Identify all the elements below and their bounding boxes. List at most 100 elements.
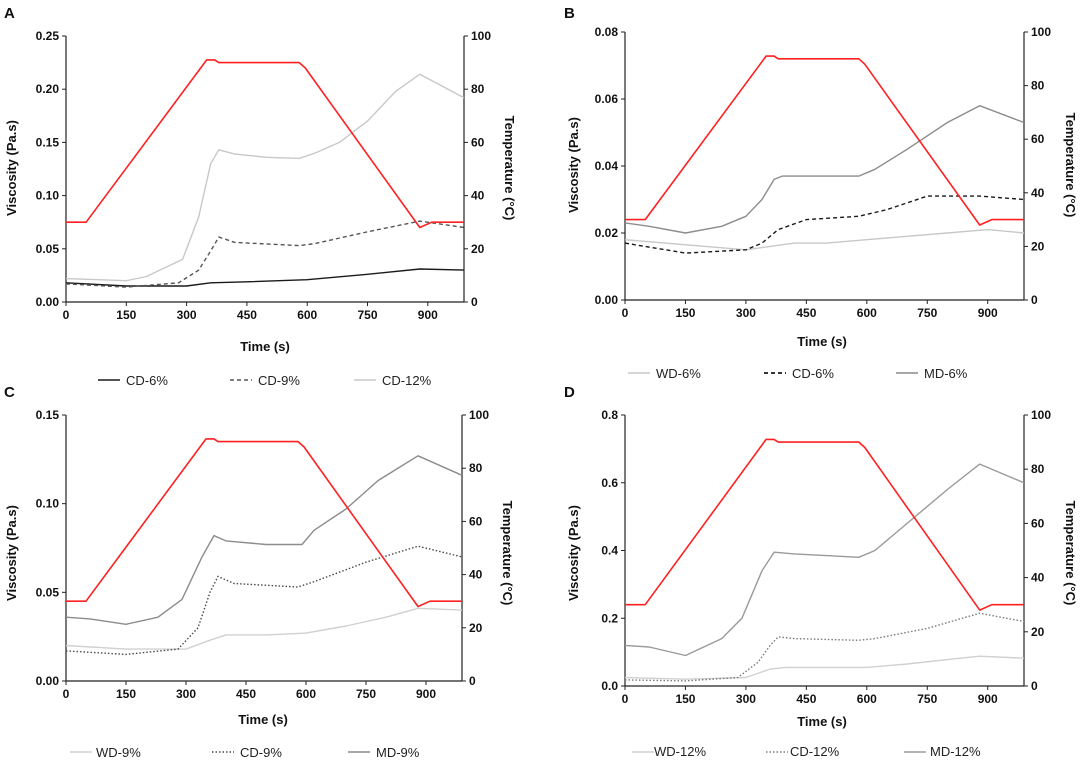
legend-d: WD-12% CD-12% MD-12% bbox=[632, 744, 981, 759]
legend-label-a-3: CD-12% bbox=[382, 373, 432, 388]
legend-label-b-2: CD-6% bbox=[792, 366, 834, 381]
y2-tick-label-d-3: 60 bbox=[1031, 516, 1045, 530]
y2-tick-label-b-1: 20 bbox=[1031, 239, 1045, 253]
panel-b: B 0 150 300 450 600 750 9000.000.020.040.060.0… bbox=[564, 5, 1078, 381]
y-tick-label-d-0: 0.0 bbox=[601, 679, 618, 693]
x-tick-label-c-5: 750 bbox=[356, 687, 376, 701]
y2-tick-label-d-1: 20 bbox=[1031, 625, 1045, 639]
y2-tick-label-d-0: 0 bbox=[1031, 679, 1038, 693]
x-tick-label-b-1: 150 bbox=[675, 306, 695, 320]
y-tick-label-b-2: 0.04 bbox=[595, 159, 619, 173]
y2-tick-label-a-0: 0 bbox=[471, 295, 478, 309]
x-tick-label-b-5: 750 bbox=[917, 306, 937, 320]
y2-tick-label-a-4: 80 bbox=[471, 82, 485, 96]
x-tick-label-a-4: 600 bbox=[297, 308, 317, 322]
temperature-line-a bbox=[66, 59, 464, 229]
series-d-wd-12pct bbox=[624, 655, 1025, 680]
y2-axis-title-a: Temperature (°C) bbox=[502, 116, 517, 221]
x-axis-title-c: Time (s) bbox=[238, 712, 288, 727]
legend-a: CD-6% CD-9% CD-12% bbox=[98, 373, 432, 388]
x-tick-label-b-4: 600 bbox=[857, 306, 877, 320]
y2-tick-label-c-5: 100 bbox=[469, 408, 489, 422]
legend-label-d-3: MD-12% bbox=[930, 744, 981, 759]
y2-tick-label-b-3: 60 bbox=[1031, 132, 1045, 146]
plot-b: 0 150 300 450 600 750 900 0.00 0.02 0.04 0.06 0.08 0… bbox=[595, 25, 1052, 320]
panel-c: C 0 150 300 450 600 750 900 0.00 0.05 0.10 0.15 0 20… bbox=[4, 384, 515, 760]
legend-label-d-2: CD-12% bbox=[790, 744, 840, 759]
series-d-cd-12pct bbox=[624, 612, 1025, 682]
plot-c: 0 150 300 450 600 750 900 0.00 0.05 0.10 0.15 0 20 40… bbox=[36, 408, 490, 701]
y-tick-label-c-3: 0.15 bbox=[36, 408, 60, 422]
y-tick-label-a-4: 0.20 bbox=[36, 82, 60, 96]
panel-label-c: C bbox=[4, 384, 15, 401]
panel-label-b: B bbox=[564, 5, 575, 22]
temperature-line-b bbox=[625, 55, 1024, 226]
y2-tick-label-a-2: 40 bbox=[471, 189, 485, 203]
legend-label-b-3: MD-6% bbox=[924, 366, 968, 381]
y2-tick-label-d-2: 40 bbox=[1031, 571, 1045, 585]
x-tick-label-d-5: 750 bbox=[917, 692, 937, 706]
series-c-wd-9pct bbox=[65, 607, 463, 650]
y2-tick-label-b-0: 0 bbox=[1031, 293, 1038, 307]
y2-axis-title-c: Temperature (°C) bbox=[500, 501, 515, 606]
y2-tick-label-d-4: 80 bbox=[1031, 462, 1045, 476]
y-axis-title-a: Viscosity (Pa.s) bbox=[4, 120, 19, 216]
legend-c: WD-9% CD-9% MD-9% bbox=[70, 745, 420, 760]
panel-d: D 0 150 300 450 600 750 900 0.0 0.2 0.4 0.6 0.8 0 20 4… bbox=[564, 384, 1078, 759]
y-tick-label-a-5: 0.25 bbox=[36, 29, 60, 43]
y-tick-label-d-2: 0.4 bbox=[601, 544, 618, 558]
series-c-md-9pct bbox=[65, 455, 463, 625]
panel-label-d: D bbox=[564, 384, 575, 401]
series-b-cd-6pct bbox=[624, 195, 1025, 254]
x-tick-label-b-0: 0 bbox=[622, 306, 629, 320]
legend-b: WD-6% CD-6% MD-6% bbox=[628, 366, 968, 381]
y2-tick-label-c-4: 80 bbox=[469, 461, 483, 475]
y2-axis-title-d: Temperature (°C) bbox=[1063, 501, 1078, 606]
legend-label-b-1: WD-6% bbox=[656, 366, 701, 381]
x-tick-label-c-2: 300 bbox=[176, 687, 196, 701]
x-axis-title-a: Time (s) bbox=[240, 339, 290, 354]
y-tick-label-c-2: 0.10 bbox=[36, 497, 60, 511]
plot-d: 0 150 300 450 600 750 900 0.0 0.2 0.4 0.6 0.8 0 20 40 6… bbox=[601, 408, 1051, 706]
x-tick-label-a-3: 450 bbox=[237, 308, 257, 322]
y2-axis-title-b: Temperature (°C) bbox=[1063, 113, 1078, 218]
x-tick-label-d-2: 300 bbox=[736, 692, 756, 706]
y2-tick-label-a-3: 60 bbox=[471, 135, 485, 149]
series-a-cd-6pct bbox=[65, 268, 465, 287]
y-axis-title-c: Viscosity (Pa.s) bbox=[4, 505, 19, 601]
legend-label-c-1: WD-9% bbox=[96, 745, 141, 760]
x-tick-label-a-0: 0 bbox=[63, 308, 70, 322]
y-tick-label-b-4: 0.08 bbox=[595, 25, 619, 39]
x-tick-label-a-5: 750 bbox=[357, 308, 377, 322]
x-tick-label-a-6: 900 bbox=[418, 308, 438, 322]
x-tick-label-d-6: 900 bbox=[978, 692, 998, 706]
x-tick-label-a-1: 150 bbox=[116, 308, 136, 322]
legend-label-d-1: WD-12% bbox=[654, 744, 706, 759]
y2-tick-label-c-2: 40 bbox=[469, 568, 483, 582]
y-axis-title-b: Viscosity (Pa.s) bbox=[566, 117, 581, 213]
y-tick-label-a-0: 0.00 bbox=[36, 295, 60, 309]
x-tick-label-d-3: 450 bbox=[796, 692, 816, 706]
y2-tick-label-d-5: 100 bbox=[1031, 408, 1051, 422]
x-tick-label-c-1: 150 bbox=[116, 687, 136, 701]
y-tick-label-d-3: 0.6 bbox=[601, 476, 618, 490]
panel-label-a: A bbox=[4, 5, 15, 22]
x-axis-title-d: Time (s) bbox=[797, 714, 847, 729]
y-tick-label-c-1: 0.05 bbox=[36, 585, 60, 599]
y2-tick-label-a-5: 100 bbox=[471, 29, 491, 43]
y-tick-label-a-2: 0.10 bbox=[36, 189, 60, 203]
x-tick-label-c-0: 0 bbox=[63, 687, 70, 701]
y2-tick-label-b-4: 80 bbox=[1031, 79, 1045, 93]
series-a-cd-9pct bbox=[65, 220, 465, 288]
x-tick-label-b-3: 450 bbox=[796, 306, 816, 320]
temperature-line-c bbox=[66, 438, 462, 608]
x-tick-label-b-6: 900 bbox=[978, 306, 998, 320]
y2-tick-label-c-3: 60 bbox=[469, 514, 483, 528]
y-tick-label-b-0: 0.00 bbox=[595, 293, 619, 307]
y-axis-title-d: Viscosity (Pa.s) bbox=[566, 505, 581, 601]
x-tick-label-b-2: 300 bbox=[736, 306, 756, 320]
y-tick-label-a-3: 0.15 bbox=[36, 135, 60, 149]
x-tick-label-d-0: 0 bbox=[622, 692, 629, 706]
y-tick-label-d-4: 0.8 bbox=[601, 408, 618, 422]
y-tick-label-b-3: 0.06 bbox=[595, 92, 619, 106]
